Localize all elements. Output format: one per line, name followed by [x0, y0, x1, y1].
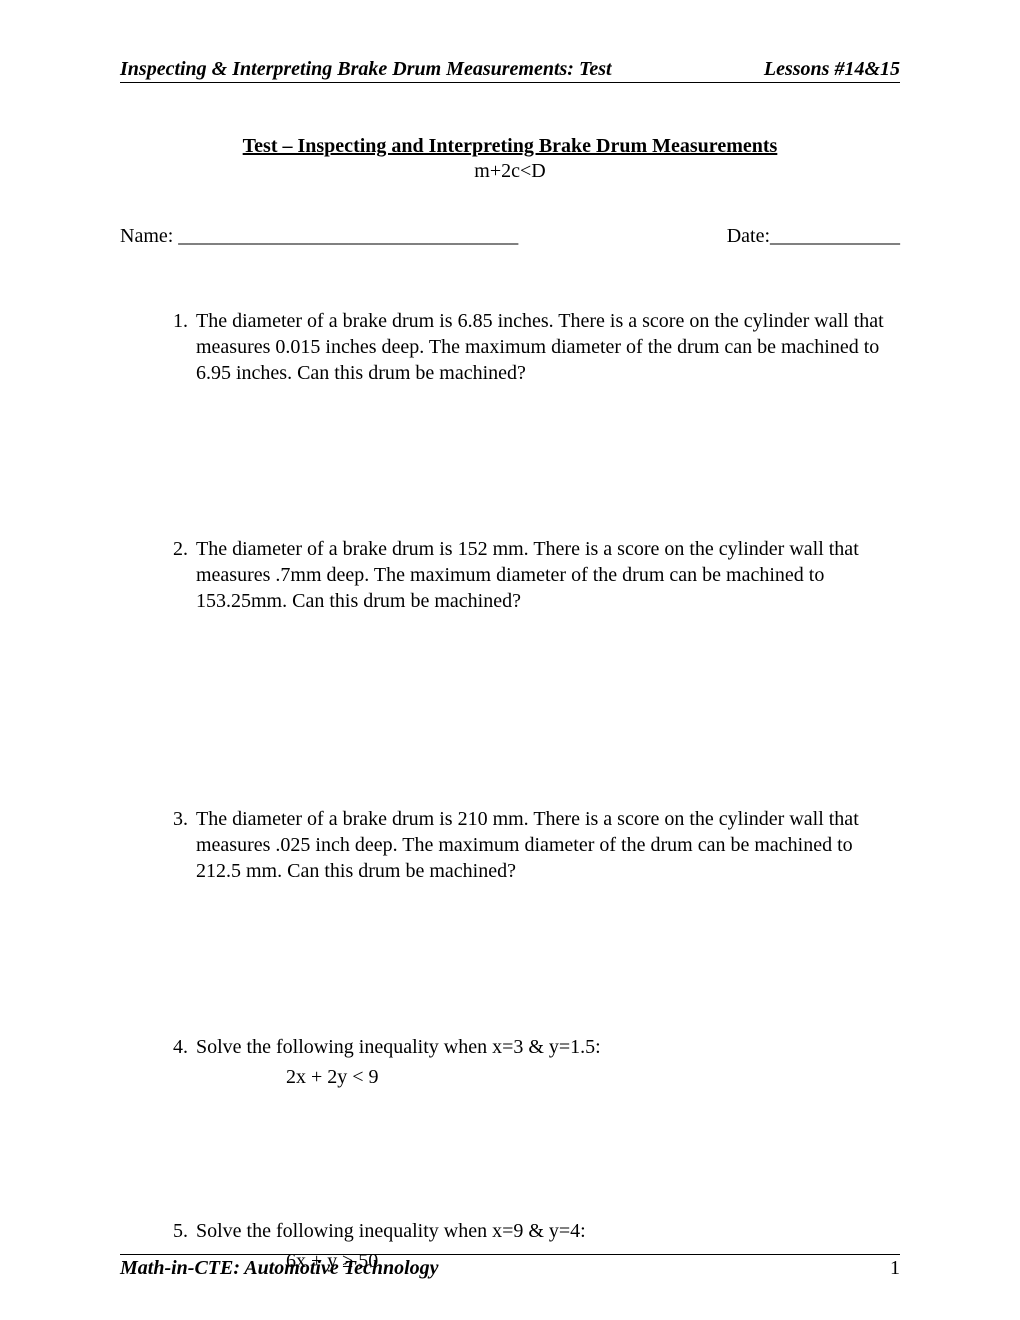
question-number: 2. — [160, 536, 188, 614]
footer-divider — [120, 1254, 900, 1255]
question-4: 4. Solve the following inequality when x… — [120, 1034, 900, 1090]
question-text: Solve the following inequality when x=3 … — [196, 1034, 900, 1060]
question-text: The diameter of a brake drum is 210 mm. … — [196, 806, 900, 884]
question-text: The diameter of a brake drum is 152 mm. … — [196, 536, 900, 614]
header-title: Inspecting & Interpreting Brake Drum Mea… — [120, 58, 612, 81]
question-text: Solve the following inequality when x=9 … — [196, 1218, 900, 1244]
question-2: 2. The diameter of a brake drum is 152 m… — [160, 536, 900, 614]
question-number: 4. — [160, 1034, 188, 1060]
question-number: 5. — [160, 1218, 188, 1244]
question-1: 1. The diameter of a brake drum is 6.85 … — [160, 308, 900, 386]
title-block: Test – Inspecting and Interpreting Brake… — [120, 135, 900, 183]
page-footer: Math-in-CTE: Automotive Technology 1 — [120, 1254, 900, 1280]
header-lessons: Lessons #14&15 — [764, 58, 900, 81]
page-header: Inspecting & Interpreting Brake Drum Mea… — [120, 58, 900, 83]
name-field: Name: __________________________________ — [120, 225, 518, 248]
page-number: 1 — [890, 1257, 900, 1280]
questions-list: 1. The diameter of a brake drum is 6.85 … — [120, 308, 900, 1274]
question-text: The diameter of a brake drum is 6.85 inc… — [196, 308, 900, 386]
question-number: 1. — [160, 308, 188, 386]
name-date-row: Name: __________________________________… — [120, 225, 900, 248]
question-number: 3. — [160, 806, 188, 884]
question-inequality: 2x + 2y < 9 — [286, 1064, 900, 1090]
formula: m+2c<D — [120, 160, 900, 183]
test-title: Test – Inspecting and Interpreting Brake… — [120, 135, 900, 158]
date-field: Date:_____________ — [727, 225, 900, 248]
question-3: 3. The diameter of a brake drum is 210 m… — [160, 806, 900, 884]
footer-title: Math-in-CTE: Automotive Technology — [120, 1257, 439, 1280]
